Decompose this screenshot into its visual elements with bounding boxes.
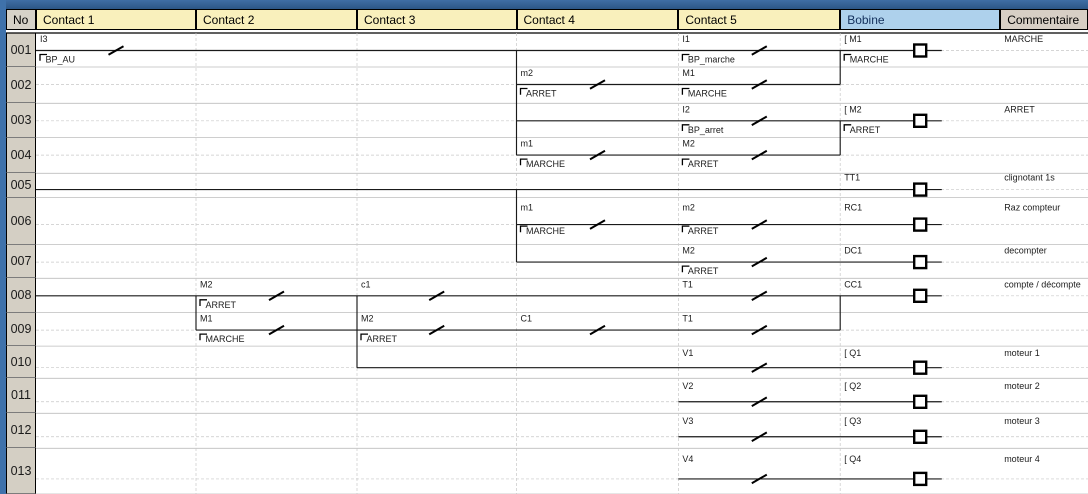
svg-text:ARRET: ARRET: [850, 125, 881, 135]
svg-text:[ Q1: [ Q1: [844, 348, 861, 358]
svg-text:Raz compteur: Raz compteur: [1004, 203, 1060, 213]
svg-text:C1: C1: [521, 314, 533, 324]
svg-text:MARCHE: MARCHE: [526, 226, 565, 236]
svg-text:[ Q3: [ Q3: [844, 416, 861, 426]
svg-text:m1: m1: [521, 139, 534, 149]
svg-text:M2: M2: [200, 279, 213, 289]
svg-text:T1: T1: [682, 279, 693, 289]
svg-text:V4: V4: [682, 454, 693, 464]
svg-text:MARCHE: MARCHE: [850, 55, 889, 65]
svg-text:moteur 2: moteur 2: [1004, 381, 1040, 391]
svg-text:ARRET: ARRET: [367, 334, 398, 344]
svg-text:ARRET: ARRET: [1004, 104, 1035, 114]
svg-text:moteur 4: moteur 4: [1004, 454, 1040, 464]
svg-text:T1: T1: [682, 314, 693, 324]
svg-text:I3: I3: [40, 34, 48, 44]
svg-text:M2: M2: [682, 139, 695, 149]
svg-text:ARRET: ARRET: [206, 300, 237, 310]
svg-text:ARRET: ARRET: [688, 266, 719, 276]
svg-text:I2: I2: [682, 104, 690, 114]
svg-text:MARCHE: MARCHE: [688, 89, 727, 99]
svg-text:RC1: RC1: [844, 203, 862, 213]
svg-text:MARCHE: MARCHE: [1004, 34, 1043, 44]
svg-text:V2: V2: [682, 381, 693, 391]
svg-text:M2: M2: [682, 246, 695, 256]
svg-text:clignotant 1s: clignotant 1s: [1004, 173, 1055, 183]
svg-text:TT1: TT1: [844, 173, 860, 183]
svg-text:[ M2: [ M2: [844, 104, 862, 114]
svg-text:ARRET: ARRET: [526, 89, 557, 99]
svg-text:BP_marche: BP_marche: [688, 55, 735, 65]
svg-text:M1: M1: [682, 68, 695, 78]
svg-text:V3: V3: [682, 416, 693, 426]
svg-text:ARRET: ARRET: [688, 159, 719, 169]
svg-text:CC1: CC1: [844, 279, 862, 289]
svg-text:BP_arret: BP_arret: [688, 125, 724, 135]
svg-text:DC1: DC1: [844, 246, 862, 256]
svg-text:c1: c1: [361, 279, 371, 289]
svg-text:BP_AU: BP_AU: [46, 55, 76, 65]
svg-text:m2: m2: [521, 68, 534, 78]
svg-text:M1: M1: [200, 314, 213, 324]
svg-text:moteur 1: moteur 1: [1004, 348, 1040, 358]
svg-text:[ M1: [ M1: [844, 34, 862, 44]
svg-text:decompter: decompter: [1004, 246, 1047, 256]
svg-text:[ Q4: [ Q4: [844, 454, 861, 464]
svg-text:m1: m1: [521, 203, 534, 213]
svg-text:ARRET: ARRET: [688, 226, 719, 236]
svg-text:V1: V1: [682, 348, 693, 358]
svg-text:MARCHE: MARCHE: [526, 159, 565, 169]
svg-text:compte / décompte: compte / décompte: [1004, 279, 1081, 289]
svg-text:I1: I1: [682, 34, 690, 44]
svg-text:m2: m2: [682, 203, 695, 213]
svg-text:MARCHE: MARCHE: [206, 334, 245, 344]
svg-text:moteur 3: moteur 3: [1004, 416, 1040, 426]
svg-text:M2: M2: [361, 314, 374, 324]
svg-text:[ Q2: [ Q2: [844, 381, 861, 391]
